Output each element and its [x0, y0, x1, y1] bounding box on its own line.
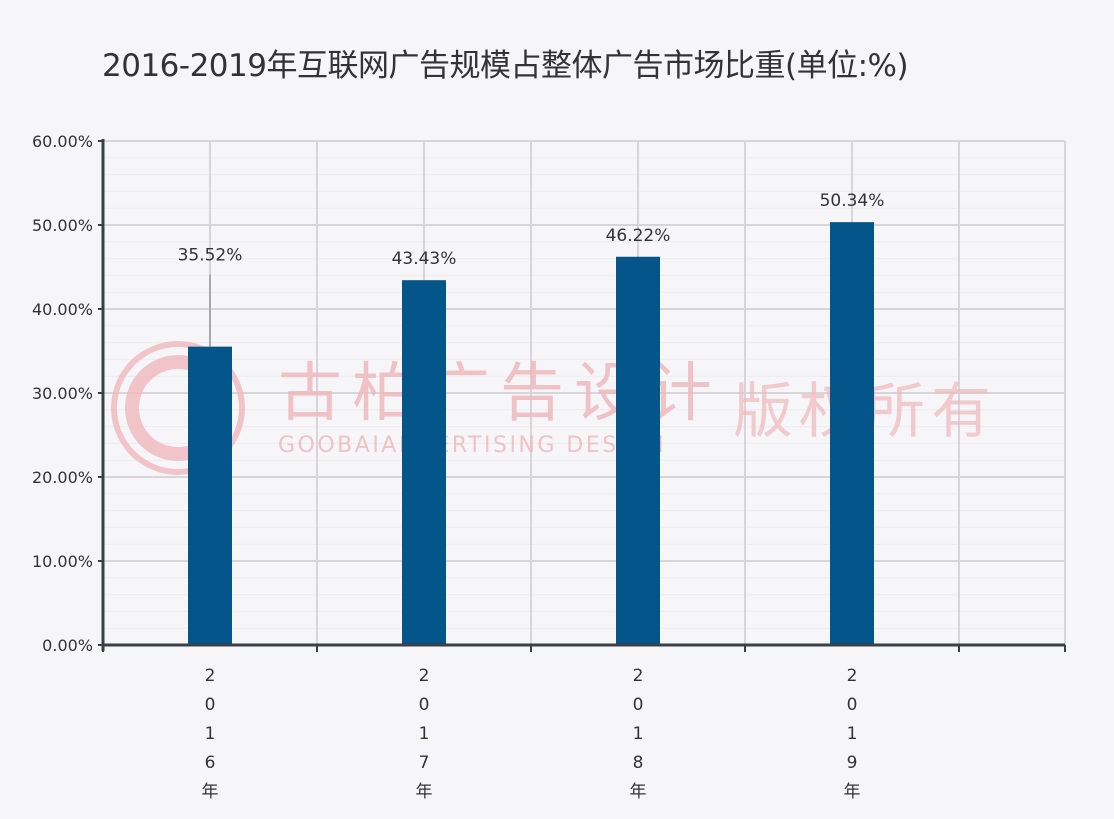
bar — [616, 256, 660, 645]
y-tick-label: 40.00% — [32, 300, 93, 319]
data-label: 43.43% — [392, 249, 457, 269]
watermark-text: GOOBAIADVERTISING DESIGN — [278, 433, 666, 458]
y-tick-label: 10.00% — [32, 552, 93, 571]
chart-title: 2016-2019年互联网广告规模占整体广告市场比重(单位:%) — [102, 48, 909, 84]
y-tick-label: 30.00% — [32, 384, 93, 403]
y-tick-label: 60.00% — [32, 132, 93, 151]
y-tick-label: 20.00% — [32, 468, 93, 487]
y-tick-label: 0.00% — [42, 636, 93, 655]
data-label: 46.22% — [606, 226, 671, 246]
bar — [830, 222, 874, 646]
bar — [188, 346, 232, 645]
y-tick-label: 50.00% — [32, 216, 93, 235]
bar — [402, 280, 446, 645]
data-label: 35.52% — [178, 246, 243, 266]
data-label: 50.34% — [820, 191, 885, 211]
watermark-logo-icon — [111, 341, 245, 475]
